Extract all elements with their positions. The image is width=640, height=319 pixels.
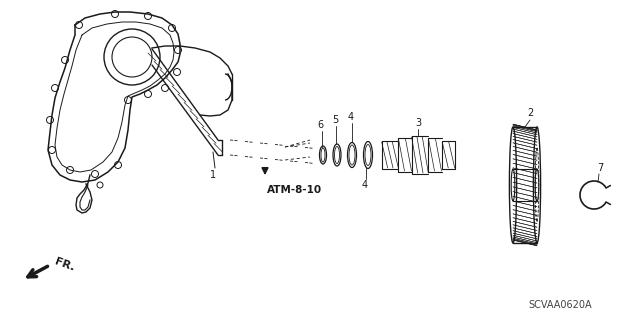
Text: 4: 4 bbox=[362, 180, 368, 190]
Text: 4: 4 bbox=[348, 112, 354, 122]
Text: 1: 1 bbox=[210, 170, 216, 180]
Text: FR.: FR. bbox=[53, 257, 76, 273]
Text: 5: 5 bbox=[332, 115, 338, 125]
Text: ATM-8-10: ATM-8-10 bbox=[267, 185, 322, 195]
Text: 6: 6 bbox=[317, 120, 323, 130]
Text: SCVAA0620A: SCVAA0620A bbox=[528, 300, 592, 310]
Text: 3: 3 bbox=[415, 118, 421, 128]
Text: 2: 2 bbox=[527, 108, 533, 118]
Text: 7: 7 bbox=[597, 163, 603, 173]
